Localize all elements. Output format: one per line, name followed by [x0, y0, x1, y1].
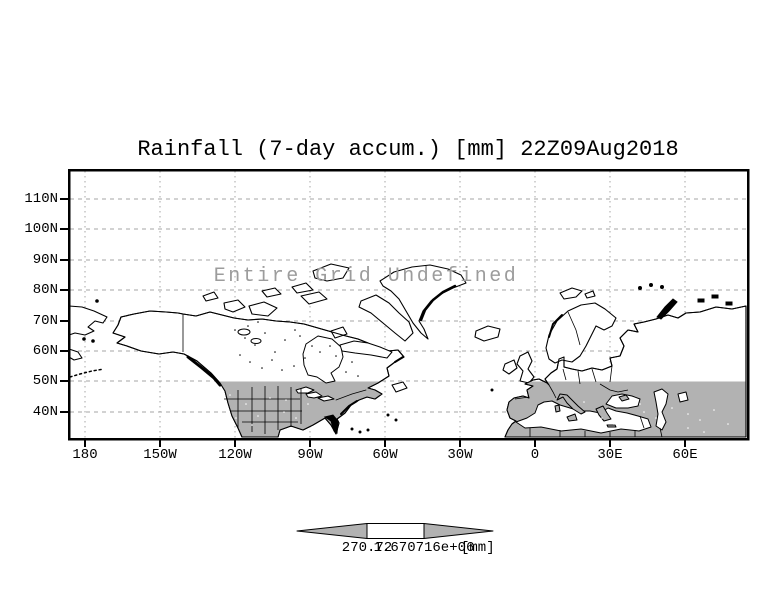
- norway-coast-ridge: [548, 314, 563, 338]
- island-b: [261, 287, 282, 298]
- island-ireland: [502, 359, 518, 375]
- mediterranean-sea: [515, 400, 652, 434]
- great-bear-lake: [237, 328, 251, 336]
- alaska-panhandle-ridge: [186, 355, 222, 387]
- x-tick-label-30w: 30W: [447, 447, 473, 463]
- island-banks: [223, 299, 246, 313]
- coastal-details: [69, 283, 733, 434]
- y-tick-label-100n: 100N: [24, 221, 58, 237]
- hudson-bay: [302, 335, 344, 384]
- colorbar-units-label: [mm]: [461, 540, 495, 556]
- colorbar-label-min: 270.72: [341, 540, 393, 556]
- x-tick-label-30e: 30E: [597, 447, 623, 463]
- st-lawrence-river: [335, 389, 367, 401]
- y-tick-label-90n: 90N: [32, 252, 58, 268]
- y-tick-label-110n: 110N: [24, 191, 58, 207]
- land-greenland: [379, 264, 467, 340]
- seas: [237, 328, 689, 434]
- colorbar-box: [366, 523, 425, 539]
- great-slave-lake: [250, 338, 262, 344]
- hudson-strait: [339, 340, 393, 359]
- island-newfoundland: [391, 381, 408, 393]
- x-tick-label-90w: 90W: [297, 447, 323, 463]
- lake-superior: [295, 386, 315, 394]
- aleutian-islands: [69, 368, 105, 378]
- lake-michigan-huron: [305, 391, 323, 399]
- island-ellesmere: [312, 263, 350, 282]
- y-tick-label-60n: 60N: [32, 343, 58, 359]
- us-east-ridge: [340, 400, 358, 415]
- crimea: [618, 394, 630, 402]
- colorbar: [296, 523, 494, 539]
- y-tick-label-50n: 50N: [32, 373, 58, 389]
- island-baffin: [358, 294, 414, 342]
- x-tick-label-0: 0: [530, 447, 540, 463]
- greenland-east-ridge: [419, 284, 457, 322]
- sicily: [566, 413, 578, 422]
- x-tick-label-60e: 60E: [672, 447, 698, 463]
- colorbar-right-arrow: [423, 523, 494, 539]
- x-tick-label-180: 180: [72, 447, 98, 463]
- x-tick-label-60w: 60W: [372, 447, 398, 463]
- colorbar-left-arrow: [296, 523, 368, 539]
- colorbar-label-max: 1.670716e+06: [373, 540, 475, 556]
- greece: [595, 405, 612, 422]
- caspian-sea: [653, 388, 669, 431]
- plot-frame: [60, 168, 750, 447]
- mediterranean-peninsulas: [554, 393, 630, 428]
- x-tick-label-120w: 120W: [218, 447, 252, 463]
- labrador-ridge: [394, 356, 404, 363]
- island-devon: [300, 291, 328, 305]
- island-a: [202, 291, 219, 302]
- island-victoria: [248, 301, 278, 317]
- x-tick-marks: [84, 439, 686, 447]
- land-scandinavia: [545, 302, 617, 364]
- plot-title: Rainfall (7-day accum.) [mm] 22Z09Aug201…: [137, 137, 679, 162]
- x-tick-label-150w: 150W: [143, 447, 177, 463]
- lake-speckles: [234, 321, 359, 377]
- land-chukotka: [68, 305, 108, 336]
- y-tick-label-70n: 70N: [32, 313, 58, 329]
- island-svalbard-2: [584, 290, 596, 299]
- aral-sea: [677, 391, 689, 403]
- y-tick-label-80n: 80N: [32, 282, 58, 298]
- florida: [323, 414, 339, 434]
- crete: [606, 424, 617, 428]
- island-iceland: [474, 325, 501, 342]
- lake-erie-ontario: [317, 395, 335, 402]
- italy: [556, 393, 586, 415]
- novaya-zemlya: [656, 298, 678, 320]
- political-borders: [182, 311, 663, 438]
- y-tick-marks: [60, 198, 69, 413]
- gray-region-speckles: [229, 394, 729, 433]
- island-c: [291, 282, 314, 294]
- coastlines: [68, 263, 747, 438]
- y-tick-label-40n: 40N: [32, 404, 58, 420]
- island-britain: [516, 351, 535, 384]
- undefined-message: Entire Grid Undefined: [213, 265, 519, 288]
- sardinia: [554, 404, 561, 413]
- island-svalbard: [559, 287, 583, 300]
- undefined-shaded-region: [113, 381, 746, 437]
